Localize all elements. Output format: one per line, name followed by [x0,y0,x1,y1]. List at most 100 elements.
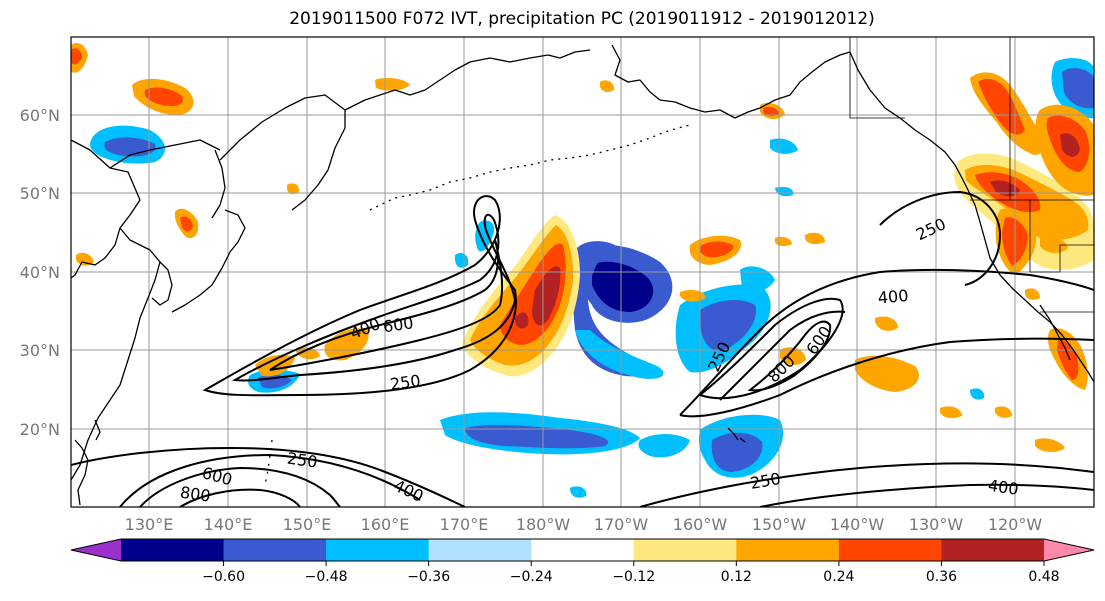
ivt-contour-800 [179,488,301,507]
contour-label: 250 [389,371,422,394]
precip-blob [532,266,561,326]
lon-label: 170°E [440,515,489,534]
colorbar-cell [838,539,942,561]
lon-label: 140°E [204,515,253,534]
coastline-hawaii [739,437,746,443]
precip-blob [592,261,654,312]
precip-blob [287,183,300,195]
lon-label: 170°W [594,515,649,534]
coastline-okhotsk [109,139,221,169]
lon-label: 180°W [516,515,571,534]
precip-blob [71,48,82,65]
precip-blob [700,299,756,351]
precip-blob [711,432,763,472]
lon-label: 130°E [125,515,174,534]
ivt-contours [71,190,1094,507]
precip-blob [1025,288,1040,300]
precip-blob [475,220,495,252]
coastline-china [71,227,161,481]
map-area: 400 600 250 250 400 600 250 800 400 250 … [71,37,1094,507]
ivt-contour-250 [879,190,1002,286]
precip-blob [775,186,794,197]
contour-label: 250 [286,449,319,472]
coastlines [71,44,1094,506]
colorbar-tick-label: −0.12 [612,569,655,585]
lat-label: 20°N [20,420,60,439]
ivt-contour-250 [71,446,466,507]
coastline-us-west [967,189,1094,383]
colorbar-cell [531,539,635,561]
coastline-sakhalin [211,149,226,219]
lat-label: 60°N [20,106,60,125]
precip-blob [995,406,1012,418]
colorbar-tick-label: 0.48 [1028,569,1059,585]
precip-blob [375,77,410,91]
precip-blob [990,180,1020,197]
colorbar-tick-label: −0.24 [510,569,553,585]
precip-blob [780,347,806,366]
latitude-labels: 60°N 50°N 40°N 30°N 20°N [20,106,60,439]
precip-blob [875,316,898,331]
lat-label: 30°N [20,341,60,360]
precip-blob [515,312,529,329]
ivt-contour-800 [747,320,832,392]
coastline-japan [171,209,246,313]
precip-blob [180,216,193,232]
precip-blob [978,78,1025,135]
precip-blob [1062,68,1094,109]
colorbar-ticks: −0.60 −0.48 −0.36 −0.24 −0.12 0.12 0.24 0.36 0.4… [202,561,1060,585]
lon-label: 130°W [909,515,964,534]
map-border [70,36,1095,508]
coastline-korea [151,261,173,306]
ivt-contour-600 [269,239,504,371]
precip-blob [600,80,615,93]
precip-blob [970,388,985,400]
colorbar-cell [633,539,737,561]
precip-blob [805,232,825,245]
colorbar-cells [70,538,1095,562]
precip-blob [1040,234,1068,254]
contour-label: 400 [877,286,909,308]
ivt-contour-400 [719,310,846,401]
lon-label: 160°W [673,515,728,534]
contour-label: 600 [382,313,415,336]
map-title: 2019011500 F072 IVT, precipitation PC (2… [289,9,875,29]
contour-label: 400 [987,476,1020,499]
precip-blob [940,406,962,419]
ivt-contour-250 [639,462,1094,507]
colorbar-cell [121,539,225,561]
lon-label: 150°W [752,515,807,534]
lon-label: 140°W [830,515,885,534]
precip-blob [144,87,183,107]
colorbar-cell [326,539,430,561]
lat-label: 40°N [20,263,60,282]
precip-blob [770,138,798,154]
colorbar-cell [428,539,532,561]
longitude-labels: 130°E 140°E 150°E 160°E 170°E 180°W 170°… [125,515,1043,534]
lat-label: 50°N [20,184,60,203]
colorbar-cell [736,539,840,561]
colorbar-extend-min [71,539,121,561]
colorbar-outline [70,538,1095,562]
precip-blob [465,424,609,449]
ivt-contour-400 [119,453,421,507]
precip-blob [763,106,779,117]
colorbar-extend-max [1044,539,1094,561]
ivt-contour-250 [202,195,517,397]
colorbar: −0.60 −0.48 −0.36 −0.24 −0.12 0.12 0.24 0.36 0.4… [70,538,1095,585]
ivt-contour-400 [759,483,1094,507]
border-alaska-canada [849,37,905,119]
colorbar-tick-label: 0.12 [721,569,752,585]
precip-blob [1035,438,1065,453]
precip-blob [740,266,775,292]
lon-label: 150°E [283,515,332,534]
political-boundaries [849,37,1094,313]
ivt-contour-600 [139,466,341,507]
ivt-contour-400 [679,268,1094,416]
precip-blob [699,241,734,258]
ivt-contour-400 [231,213,517,382]
colorbar-cell [941,539,1045,561]
colorbar-tick-label: 0.24 [823,569,854,585]
